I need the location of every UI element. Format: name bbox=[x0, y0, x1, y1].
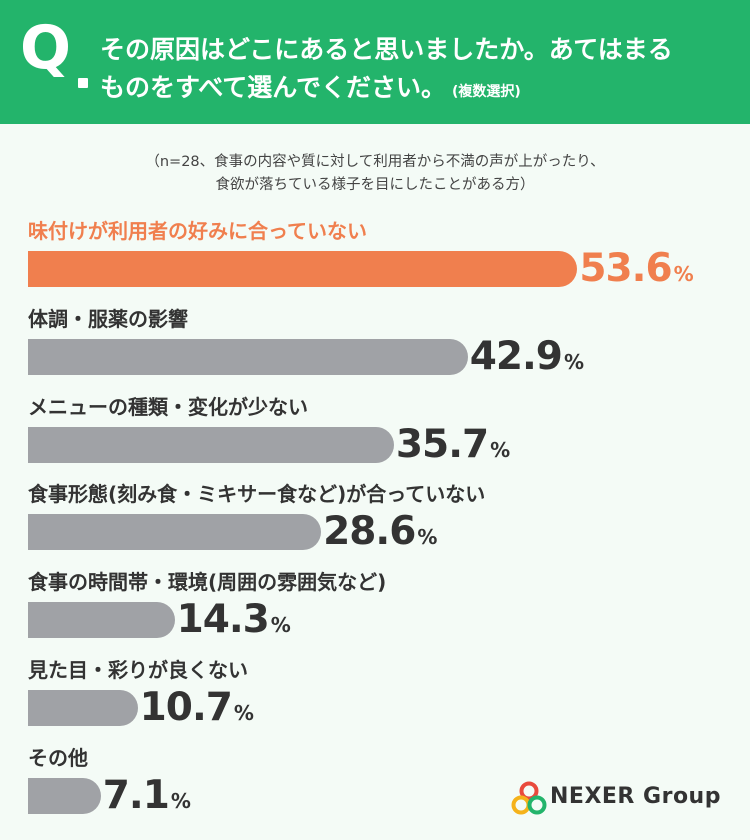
bar bbox=[28, 426, 394, 463]
sample-note-line-1: （n=28、食事の内容や質に対して利用者から不満の声が上がったり、 bbox=[145, 154, 605, 170]
bar bbox=[28, 514, 322, 551]
category-label: 見た目・彩りが良くない bbox=[28, 658, 248, 682]
percent-sign: % bbox=[563, 349, 584, 374]
sample-note-line-2: 食欲が落ちている様子を目にしたことがある方） bbox=[215, 177, 535, 193]
percent-sign: % bbox=[490, 437, 511, 462]
logo-rings-icon bbox=[511, 781, 547, 815]
value-number: 28.6 bbox=[323, 509, 416, 555]
category-label: その他 bbox=[28, 745, 88, 770]
value-label: 14.3% bbox=[177, 600, 291, 639]
question-line-1: その原因はどこにあると思いましたか。あてはまる bbox=[100, 35, 673, 64]
value-number: 10.7 bbox=[139, 685, 233, 730]
bar bbox=[28, 338, 468, 375]
category-label: 食事の時間帯・環境(周囲の雰囲気など) bbox=[28, 570, 387, 595]
bar bbox=[28, 602, 175, 639]
bar bbox=[28, 690, 138, 726]
category-label: 食事形態(刻み食・ミキサー食など)が合っていない bbox=[28, 482, 486, 507]
percent-sign: % bbox=[270, 613, 291, 638]
nexer-group-logo: NEXER Group bbox=[510, 780, 730, 820]
value-number: 42.9 bbox=[469, 333, 563, 379]
percent-sign: % bbox=[673, 262, 694, 286]
value-label: 53.6% bbox=[579, 249, 693, 288]
category-label: 体調・服薬の影響 bbox=[28, 306, 188, 331]
value-label: 7.1% bbox=[103, 776, 191, 815]
percent-sign: % bbox=[417, 525, 438, 550]
question-line-2-text: ものをすべて選んでください。 bbox=[100, 73, 447, 102]
logo-text: NEXER Group bbox=[550, 784, 721, 809]
value-number: 35.7 bbox=[395, 421, 489, 467]
percent-sign: % bbox=[170, 788, 191, 813]
bar bbox=[28, 777, 101, 814]
question-line-2: ものをすべて選んでください。 (複数選択) bbox=[100, 68, 521, 104]
bar bbox=[28, 251, 578, 287]
value-label: 10.7% bbox=[140, 688, 254, 727]
value-number: 7.1 bbox=[102, 772, 170, 818]
value-number: 14.3 bbox=[176, 597, 270, 643]
value-number: 53.6 bbox=[579, 246, 672, 291]
category-label: 味付けが利用者の好みに合っていない bbox=[28, 219, 367, 243]
multiple-choice-note: (複数選択) bbox=[452, 84, 521, 100]
q-dot bbox=[78, 78, 88, 88]
value-label: 42.9% bbox=[470, 337, 584, 376]
category-label: メニューの種類・変化が少ない bbox=[28, 394, 308, 419]
percent-sign: % bbox=[233, 701, 254, 725]
q-mark: Q bbox=[20, 13, 72, 83]
value-label: 28.6% bbox=[323, 512, 437, 551]
question-header: Q その原因はどこにあると思いましたか。あてはまる ものをすべて選んでください。… bbox=[0, 0, 750, 124]
value-label: 35.7% bbox=[396, 425, 510, 464]
